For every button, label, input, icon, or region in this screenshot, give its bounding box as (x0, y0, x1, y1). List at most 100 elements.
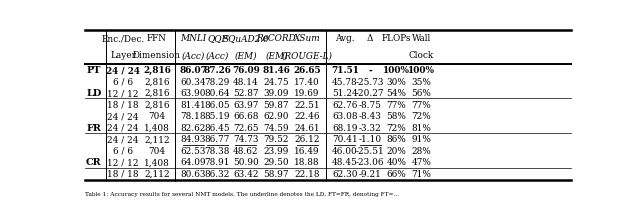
Text: 6 / 6: 6 / 6 (113, 146, 133, 155)
Text: 52.87: 52.87 (233, 89, 259, 98)
Text: 39.09: 39.09 (264, 89, 289, 98)
Text: 74.59: 74.59 (264, 123, 289, 132)
Text: 48.45: 48.45 (332, 157, 358, 166)
Text: -9.21: -9.21 (359, 169, 381, 178)
Text: 78.18: 78.18 (180, 112, 206, 121)
Text: 6 / 6: 6 / 6 (113, 77, 133, 86)
Text: -1.10: -1.10 (358, 135, 381, 144)
Text: -8.75: -8.75 (359, 100, 381, 109)
Text: XSum: XSum (294, 34, 321, 43)
Text: 18 / 18: 18 / 18 (108, 169, 139, 178)
Text: (Acc): (Acc) (181, 51, 205, 60)
Text: 62.53: 62.53 (180, 146, 206, 155)
Text: 2,816: 2,816 (144, 77, 170, 86)
Text: Avg.: Avg. (335, 34, 355, 43)
Text: 86%: 86% (387, 135, 406, 144)
Text: 86.45: 86.45 (205, 123, 230, 132)
Text: Clock: Clock (409, 51, 434, 60)
Text: 84.93: 84.93 (180, 135, 206, 144)
Text: 29.50: 29.50 (264, 157, 289, 166)
Text: 30%: 30% (387, 77, 406, 86)
Text: 64.09: 64.09 (180, 157, 206, 166)
Text: 81.46: 81.46 (262, 66, 291, 75)
Text: 22.18: 22.18 (294, 169, 320, 178)
Text: Dimension: Dimension (133, 51, 181, 60)
Text: 66%: 66% (387, 169, 406, 178)
Text: 26.12: 26.12 (294, 135, 320, 144)
Text: Layer: Layer (110, 51, 136, 60)
Text: 71%: 71% (412, 169, 431, 178)
Text: 72%: 72% (387, 123, 406, 132)
Text: 74.73: 74.73 (233, 135, 259, 144)
Text: -3.32: -3.32 (359, 123, 381, 132)
Text: 63.42: 63.42 (233, 169, 259, 178)
Text: 26.65: 26.65 (293, 66, 321, 75)
Text: 24.75: 24.75 (264, 77, 289, 86)
Text: 100%: 100% (408, 66, 435, 75)
Text: 56%: 56% (412, 89, 431, 98)
Text: 19.69: 19.69 (294, 89, 320, 98)
Text: 63.97: 63.97 (233, 100, 259, 109)
Text: FFN: FFN (147, 34, 167, 43)
Text: Table 1: Accuracy results for several NMT models. The underline denotes the LD, : Table 1: Accuracy results for several NM… (85, 191, 399, 196)
Text: LD: LD (86, 89, 102, 98)
Text: 50.90: 50.90 (233, 157, 259, 166)
Text: 24 / 24: 24 / 24 (108, 123, 139, 132)
Text: (EM): (EM) (265, 51, 288, 60)
Text: 2,112: 2,112 (144, 135, 170, 144)
Text: 18.88: 18.88 (294, 157, 320, 166)
Text: 63.08: 63.08 (332, 112, 358, 121)
Text: 2,112: 2,112 (144, 169, 170, 178)
Text: 79.52: 79.52 (264, 135, 289, 144)
Text: 82.62: 82.62 (180, 123, 206, 132)
Text: 77%: 77% (412, 100, 431, 109)
Text: 24 / 24: 24 / 24 (106, 66, 140, 75)
Text: Enc./Dec.: Enc./Dec. (102, 34, 145, 43)
Text: MNLI: MNLI (180, 34, 206, 43)
Text: 62.30: 62.30 (332, 169, 358, 178)
Text: 704: 704 (148, 112, 166, 121)
Text: 71.51: 71.51 (331, 66, 359, 75)
Text: 35%: 35% (412, 77, 431, 86)
Text: 24.61: 24.61 (294, 123, 320, 132)
Text: 22.51: 22.51 (294, 100, 320, 109)
Text: 86.32: 86.32 (205, 169, 230, 178)
Text: -: - (368, 66, 372, 75)
Text: 80.63: 80.63 (180, 169, 206, 178)
Text: 81.41: 81.41 (180, 100, 206, 109)
Text: 45.78: 45.78 (332, 77, 358, 86)
Text: 81%: 81% (412, 123, 431, 132)
Text: 1,408: 1,408 (144, 123, 170, 132)
Text: 16.49: 16.49 (294, 146, 320, 155)
Text: Δ: Δ (367, 34, 373, 43)
Text: 86.07: 86.07 (179, 66, 207, 75)
Text: FR: FR (86, 123, 101, 132)
Text: ReCORD: ReCORD (257, 34, 296, 43)
Text: (Acc): (Acc) (205, 51, 229, 60)
Text: 85.19: 85.19 (205, 112, 230, 121)
Text: SQuAD2.0: SQuAD2.0 (222, 34, 269, 43)
Text: 60.34: 60.34 (180, 77, 206, 86)
Text: 22.46: 22.46 (294, 112, 320, 121)
Text: 59.87: 59.87 (264, 100, 289, 109)
Text: 12 / 12: 12 / 12 (108, 89, 139, 98)
Text: 62.90: 62.90 (264, 112, 289, 121)
Text: (EM): (EM) (234, 51, 257, 60)
Text: 62.76: 62.76 (332, 100, 358, 109)
Text: 2,816: 2,816 (143, 66, 171, 75)
Text: 80.64: 80.64 (205, 89, 230, 98)
Text: 2,816: 2,816 (144, 100, 170, 109)
Text: 2,816: 2,816 (144, 89, 170, 98)
Text: 58.97: 58.97 (264, 169, 289, 178)
Text: 87.26: 87.26 (204, 66, 231, 75)
Text: -25.73: -25.73 (356, 77, 385, 86)
Text: 23.99: 23.99 (264, 146, 289, 155)
Text: 78.91: 78.91 (205, 157, 230, 166)
Text: 24 / 24: 24 / 24 (108, 135, 139, 144)
Text: 72.65: 72.65 (233, 123, 259, 132)
Text: -25.51: -25.51 (356, 146, 385, 155)
Text: 704: 704 (148, 146, 166, 155)
Text: 58%: 58% (387, 112, 406, 121)
Text: 47%: 47% (412, 157, 431, 166)
Text: 54%: 54% (387, 89, 406, 98)
